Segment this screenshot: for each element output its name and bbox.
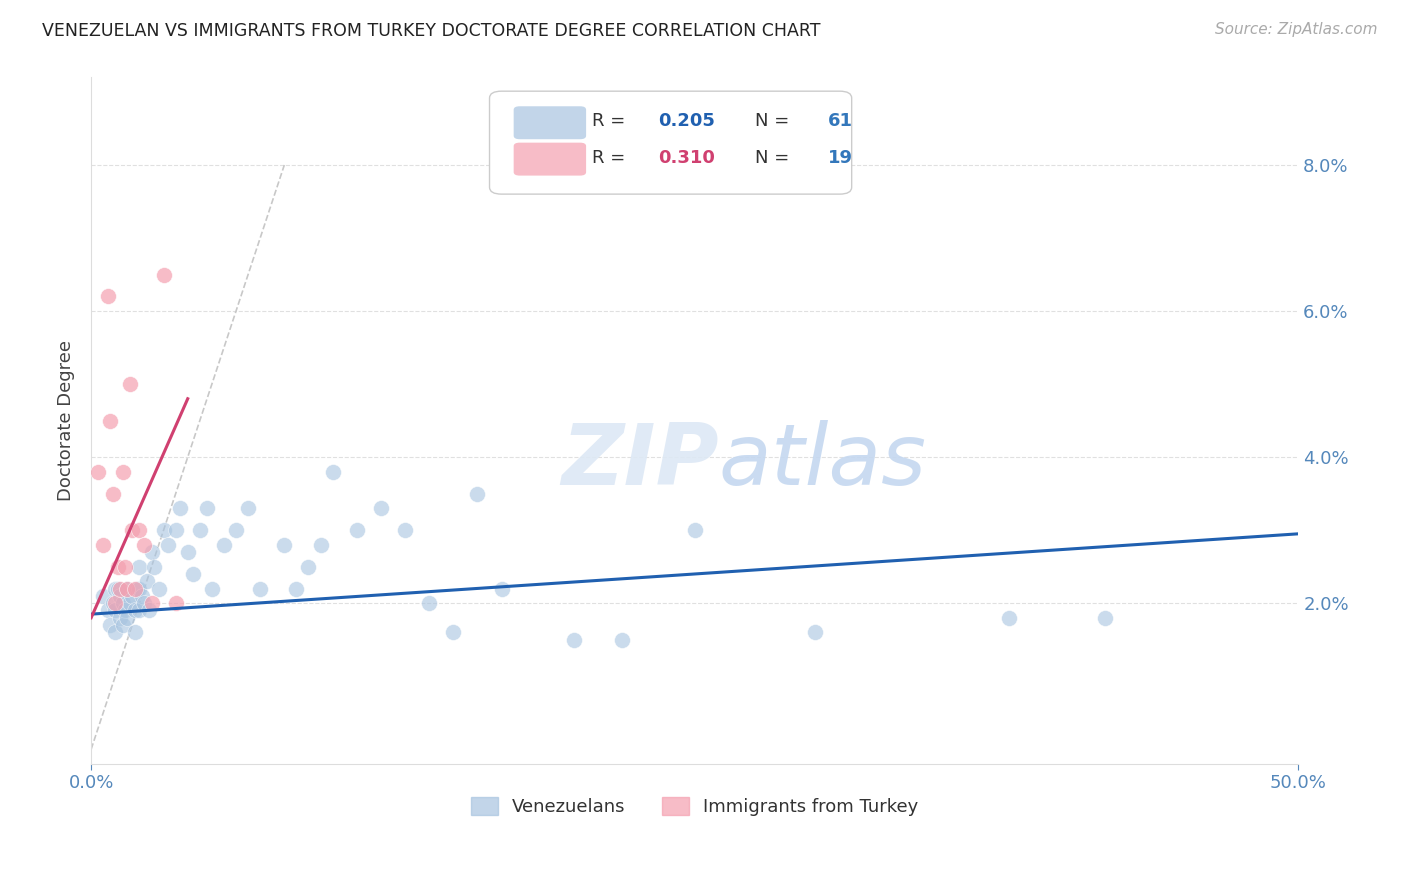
Immigrants from Turkey (118, 377, 141, 392)
Venezuelans (142, 559, 165, 574)
Venezuelans (683, 523, 706, 537)
Venezuelans (121, 589, 143, 603)
Immigrants from Turkey (100, 414, 122, 428)
Text: R =: R = (592, 112, 631, 130)
Venezuelans (104, 582, 127, 596)
Venezuelans (128, 582, 150, 596)
Venezuelans (309, 538, 332, 552)
Venezuelans (117, 582, 139, 596)
Venezuelans (104, 603, 127, 617)
Text: N =: N = (755, 149, 796, 167)
Venezuelans (114, 603, 136, 617)
Venezuelans (346, 523, 368, 537)
Venezuelans (997, 611, 1019, 625)
Venezuelans (225, 523, 247, 537)
Venezuelans (91, 589, 114, 603)
Venezuelans (297, 559, 319, 574)
Venezuelans (141, 545, 163, 559)
Venezuelans (491, 582, 513, 596)
Venezuelans (236, 501, 259, 516)
Venezuelans (117, 611, 139, 625)
Immigrants from Turkey (128, 523, 150, 537)
Venezuelans (195, 501, 218, 516)
Venezuelans (107, 582, 129, 596)
Immigrants from Turkey (97, 289, 120, 303)
Text: 0.205: 0.205 (658, 112, 716, 130)
Venezuelans (201, 582, 224, 596)
Text: R =: R = (592, 149, 631, 167)
Venezuelans (111, 596, 134, 610)
Venezuelans (138, 603, 160, 617)
Venezuelans (273, 538, 295, 552)
Venezuelans (131, 589, 153, 603)
Text: 19: 19 (828, 149, 852, 167)
Venezuelans (128, 559, 150, 574)
Venezuelans (467, 486, 489, 500)
Venezuelans (108, 589, 131, 603)
Venezuelans (249, 582, 271, 596)
Immigrants from Turkey (107, 559, 129, 574)
Immigrants from Turkey (134, 538, 156, 552)
Venezuelans (101, 596, 124, 610)
Immigrants from Turkey (121, 523, 143, 537)
Immigrants from Turkey (101, 486, 124, 500)
Immigrants from Turkey (152, 268, 174, 282)
Venezuelans (804, 625, 827, 640)
Venezuelans (118, 596, 141, 610)
FancyBboxPatch shape (489, 91, 852, 194)
Immigrants from Turkey (124, 582, 146, 596)
Text: 61: 61 (828, 112, 852, 130)
Venezuelans (124, 625, 146, 640)
Immigrants from Turkey (141, 596, 163, 610)
Venezuelans (104, 625, 127, 640)
Immigrants from Turkey (87, 465, 110, 479)
Immigrants from Turkey (91, 538, 114, 552)
Venezuelans (97, 603, 120, 617)
Venezuelans (125, 582, 148, 596)
Text: ZIP: ZIP (561, 420, 718, 503)
Venezuelans (134, 596, 156, 610)
Venezuelans (612, 632, 634, 647)
Venezuelans (177, 545, 200, 559)
Immigrants from Turkey (104, 596, 127, 610)
Venezuelans (394, 523, 416, 537)
FancyBboxPatch shape (513, 143, 586, 176)
Venezuelans (128, 603, 150, 617)
Venezuelans (441, 625, 464, 640)
Venezuelans (285, 582, 308, 596)
FancyBboxPatch shape (513, 106, 586, 139)
Immigrants from Turkey (117, 582, 139, 596)
Venezuelans (111, 618, 134, 632)
Venezuelans (152, 523, 174, 537)
Venezuelans (181, 566, 204, 581)
Immigrants from Turkey (111, 465, 134, 479)
Venezuelans (212, 538, 235, 552)
Venezuelans (169, 501, 191, 516)
Venezuelans (418, 596, 440, 610)
Venezuelans (135, 574, 157, 589)
Venezuelans (108, 611, 131, 625)
Text: 0.310: 0.310 (658, 149, 716, 167)
Venezuelans (1094, 611, 1116, 625)
Legend: Venezuelans, Immigrants from Turkey: Venezuelans, Immigrants from Turkey (464, 790, 927, 823)
Text: atlas: atlas (718, 420, 927, 503)
Immigrants from Turkey (108, 582, 131, 596)
Venezuelans (322, 465, 344, 479)
Venezuelans (562, 632, 585, 647)
Venezuelans (124, 603, 146, 617)
Venezuelans (148, 582, 170, 596)
Y-axis label: Doctorate Degree: Doctorate Degree (58, 340, 75, 501)
Venezuelans (370, 501, 392, 516)
Venezuelans (165, 523, 187, 537)
Text: N =: N = (755, 112, 796, 130)
Venezuelans (157, 538, 180, 552)
Text: Source: ZipAtlas.com: Source: ZipAtlas.com (1215, 22, 1378, 37)
Venezuelans (188, 523, 211, 537)
Immigrants from Turkey (114, 559, 136, 574)
Venezuelans (100, 618, 122, 632)
Text: VENEZUELAN VS IMMIGRANTS FROM TURKEY DOCTORATE DEGREE CORRELATION CHART: VENEZUELAN VS IMMIGRANTS FROM TURKEY DOC… (42, 22, 821, 40)
Immigrants from Turkey (165, 596, 187, 610)
